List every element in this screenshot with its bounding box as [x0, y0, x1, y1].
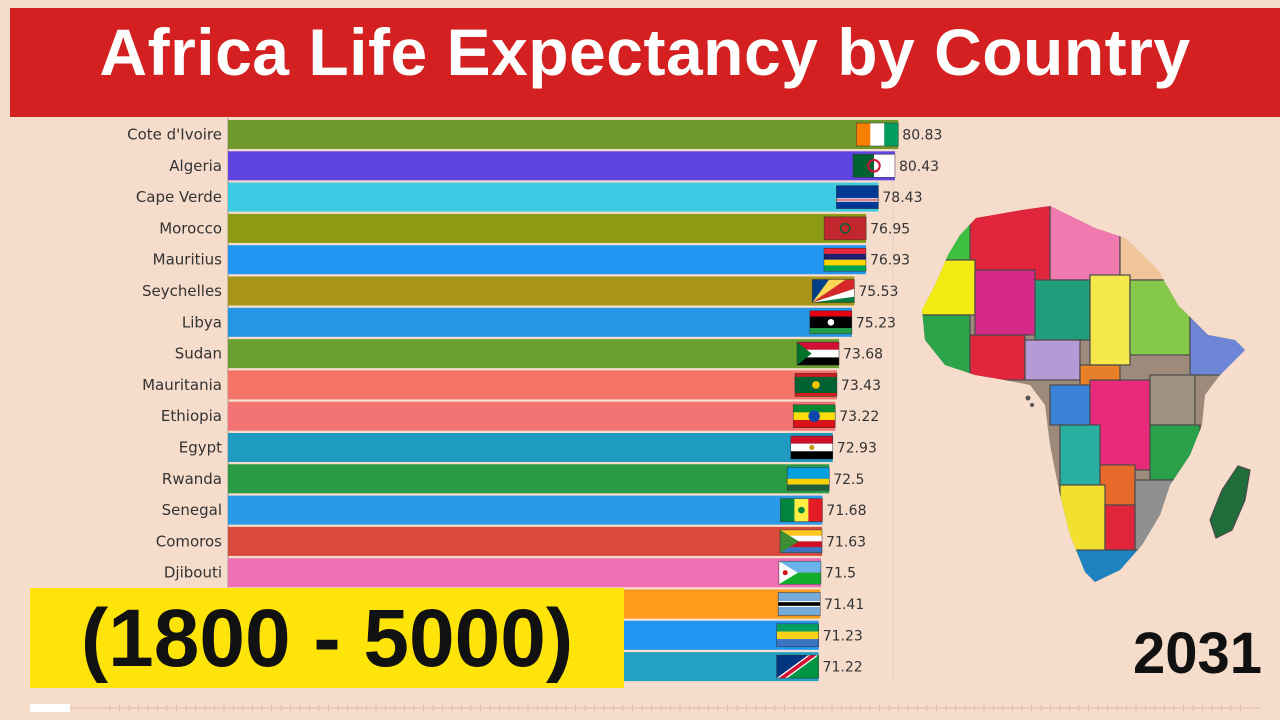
- bar: [228, 401, 836, 431]
- value-label: 72.5: [833, 472, 864, 488]
- flag-ethiopia-icon: [792, 404, 836, 428]
- value-label: 80.83: [902, 128, 942, 144]
- value-label: 76.95: [870, 221, 910, 237]
- current-year-label: 2031: [1132, 621, 1262, 686]
- category-label: Morocco: [159, 219, 222, 237]
- madagascar-shape: [1209, 465, 1251, 539]
- flag-mauritania-icon: [794, 373, 838, 397]
- category-label: Mauritania: [142, 376, 222, 394]
- flag-libya-icon: [809, 310, 853, 335]
- value-label: 78.43: [882, 190, 922, 206]
- bar: [228, 276, 855, 306]
- flag-gabon-icon: [776, 623, 819, 648]
- flag-djibouti-icon: [778, 560, 822, 585]
- value-label: 76.93: [870, 253, 910, 269]
- value-label: 71.22: [823, 660, 863, 676]
- value-label: 75.53: [858, 284, 898, 300]
- bar: [228, 526, 823, 556]
- year-range-box: (1800 - 5000): [30, 588, 624, 688]
- bar: [228, 433, 833, 462]
- flag-seychelles-icon: [812, 279, 855, 303]
- flag-morocco-icon: [823, 216, 867, 241]
- flag-mauritius-icon: [823, 247, 867, 272]
- category-label: Ethiopia: [161, 407, 222, 425]
- value-label: 71.5: [825, 566, 856, 582]
- flag-botswana-icon: [777, 592, 821, 616]
- flag-comoros-icon: [779, 529, 823, 554]
- bar: [228, 213, 867, 243]
- bar: [228, 464, 830, 494]
- value-label: 73.68: [843, 347, 883, 363]
- flag-egypt-icon: [790, 435, 834, 460]
- flag-rwanda-icon: [786, 467, 830, 491]
- value-label: 73.43: [841, 378, 881, 394]
- bar: [228, 339, 840, 369]
- bar: [228, 120, 899, 149]
- category-label: Comoros: [156, 532, 222, 550]
- category-label: Libya: [182, 313, 222, 331]
- bar: [228, 495, 823, 525]
- value-label: 72.93: [837, 441, 877, 457]
- value-label: 71.63: [826, 534, 866, 550]
- category-label: Cape Verde: [136, 188, 222, 206]
- category-label: Sudan: [175, 345, 222, 363]
- flag-namibia-icon: [776, 654, 819, 679]
- flag-algeria-icon: [852, 154, 896, 178]
- value-label: 71.68: [826, 503, 866, 519]
- bar: [228, 307, 852, 337]
- category-label: Senegal: [162, 501, 222, 519]
- africa-map-image: [922, 206, 1251, 582]
- value-label: 71.41: [824, 597, 864, 613]
- value-label: 73.22: [839, 409, 879, 425]
- category-label: Egypt: [179, 439, 222, 457]
- value-label: 80.43: [899, 159, 939, 175]
- bar: [228, 245, 866, 275]
- timeline-scrubber[interactable]: [30, 704, 1260, 712]
- category-label: Algeria: [169, 157, 222, 175]
- category-label: Djibouti: [164, 564, 222, 582]
- bar: [228, 151, 895, 181]
- flag-cape-verde-icon: [836, 185, 879, 209]
- bar: [228, 182, 879, 212]
- flag-sudan-icon: [796, 341, 840, 366]
- year-range-label: (1800 - 5000): [80, 593, 574, 684]
- category-label: Mauritius: [153, 251, 223, 269]
- bar: [228, 370, 837, 400]
- chart-title: Africa Life Expectancy by Country: [99, 15, 1191, 89]
- category-label: Rwanda: [162, 470, 222, 488]
- category-label: Cote d'Ivoire: [127, 126, 222, 144]
- flag-senegal-icon: [780, 498, 823, 522]
- value-label: 75.23: [856, 315, 896, 331]
- value-label: 71.23: [823, 628, 863, 644]
- scrubber-handle[interactable]: [30, 704, 70, 712]
- flag-cote-divoire-icon: [856, 122, 899, 147]
- bar: [228, 558, 821, 588]
- title-banner: Africa Life Expectancy by Country: [10, 8, 1280, 117]
- category-label: Seychelles: [142, 282, 222, 300]
